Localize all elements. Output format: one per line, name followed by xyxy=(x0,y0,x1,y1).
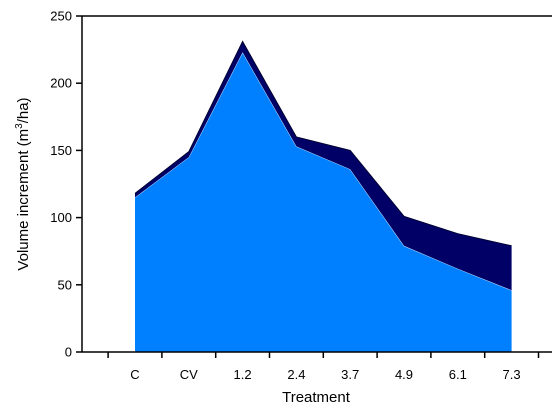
y-axis-title-unit: /ha) xyxy=(15,97,32,123)
y-axis-title: Volume increment (m3/ha) xyxy=(14,97,32,270)
x-tick-label: 2.4 xyxy=(287,367,305,382)
y-tick-label: 250 xyxy=(50,9,72,24)
x-axis-title: Treatment xyxy=(282,389,351,406)
y-tick-label: 200 xyxy=(50,76,72,91)
x-tick-label: 6.1 xyxy=(449,367,467,382)
y-tick-label: 0 xyxy=(65,345,72,360)
axes xyxy=(81,15,552,353)
x-tick-label: C xyxy=(130,367,139,382)
area-series-2 xyxy=(135,41,512,291)
area-series-1 xyxy=(135,52,512,353)
x-tick-label: CV xyxy=(180,367,198,382)
y-tick-label: 100 xyxy=(50,210,72,225)
x-tick-label: 3.7 xyxy=(341,367,359,382)
x-tick-label: 1.2 xyxy=(234,367,252,382)
y-tick-label: 150 xyxy=(50,143,72,158)
y-axis-title-main: Volume increment (m xyxy=(15,129,32,271)
y-tick-label: 50 xyxy=(58,277,72,292)
x-ticks: C CV 1.2 2.4 3.7 4.9 6.1 7.3 xyxy=(107,352,540,382)
y-axis-title-superscript: 3 xyxy=(14,123,25,129)
x-tick-label: 4.9 xyxy=(395,367,413,382)
y-ticks: 0 50 100 150 200 250 xyxy=(50,9,82,360)
area-series-2-edge xyxy=(134,40,512,247)
plot-area xyxy=(134,40,512,353)
x-tick-label: 7.3 xyxy=(503,367,521,382)
